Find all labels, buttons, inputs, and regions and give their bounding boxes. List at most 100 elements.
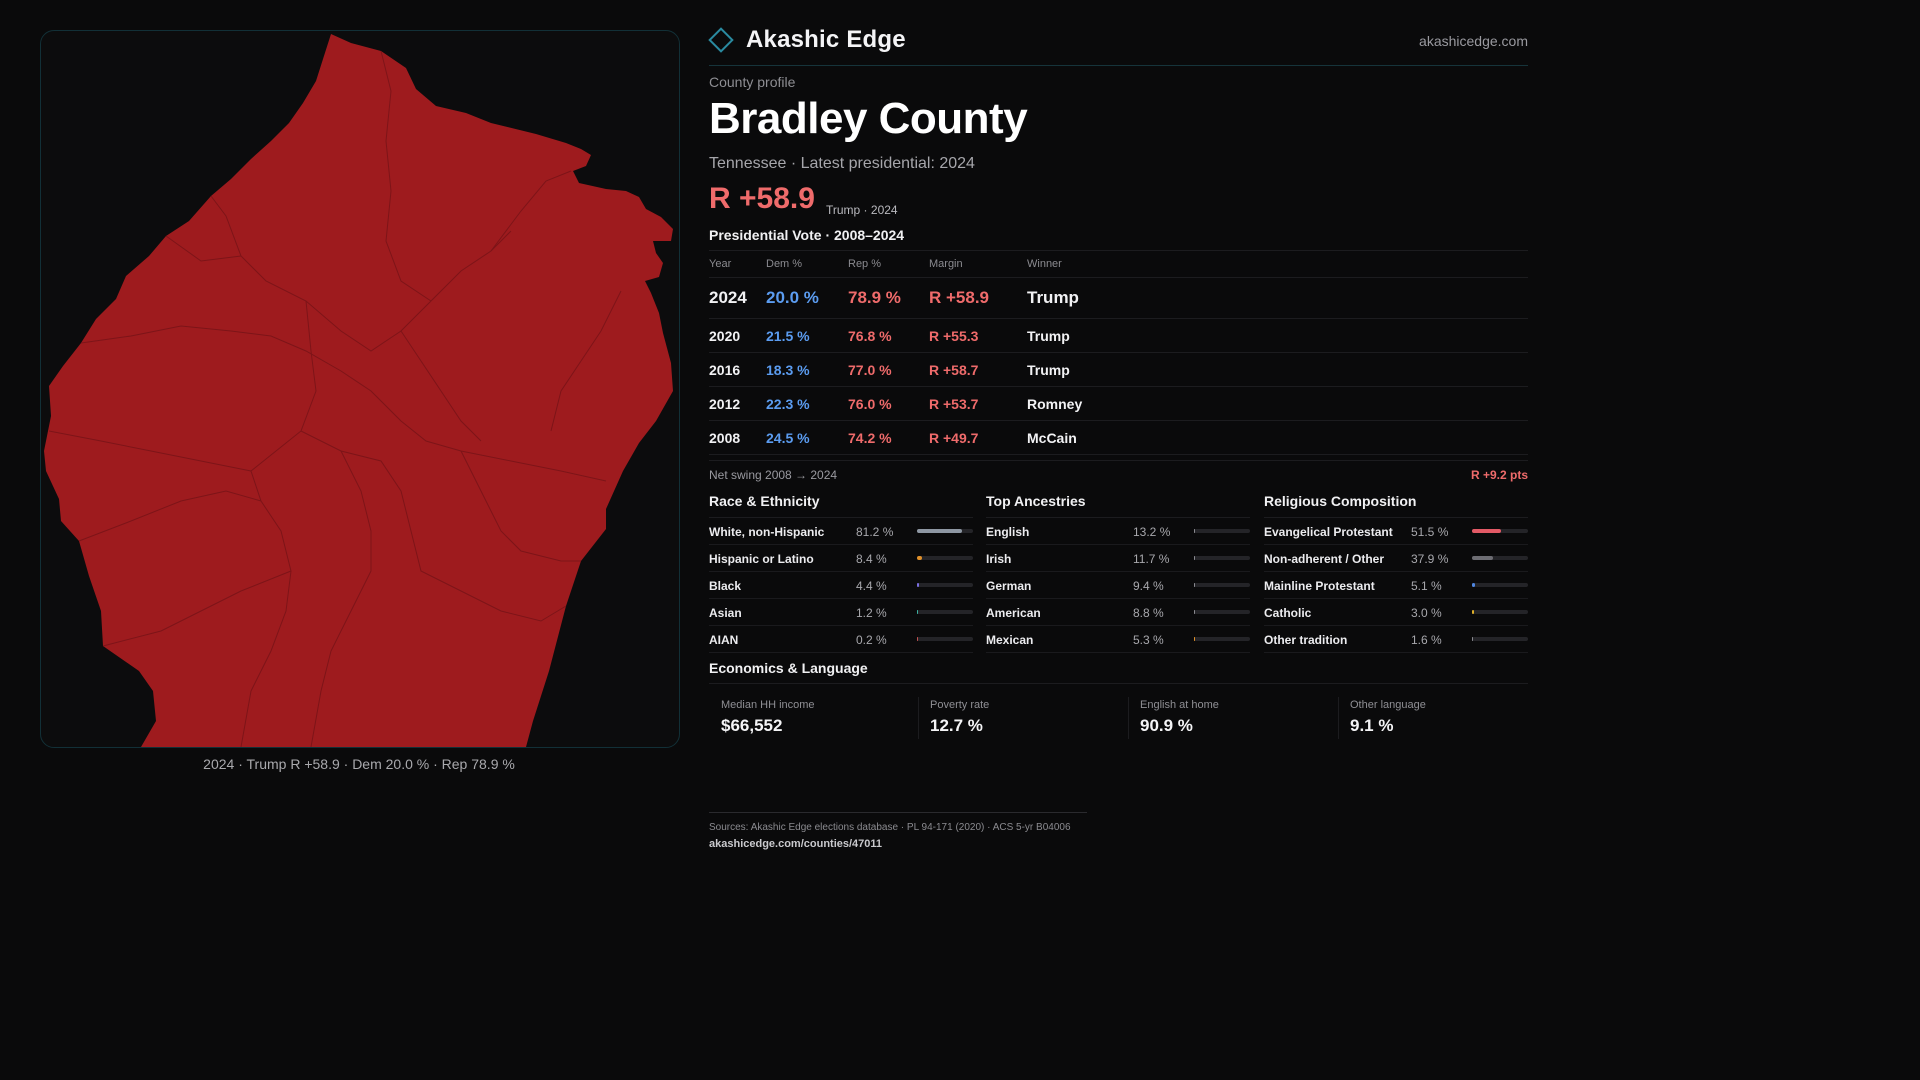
brand-logo[interactable]: Akashic Edge [708, 26, 906, 54]
site-link[interactable]: akashicedge.com [1419, 33, 1528, 49]
bar-fill [1194, 583, 1195, 587]
swing-value: R +9.2 pts [1470, 468, 1528, 482]
religion-pct: 37.9 % [1411, 552, 1449, 566]
table-row: 2012 22.3 % 76.0 % R +53.7 Romney [709, 387, 1528, 421]
footer-divider [709, 812, 1087, 813]
list-item: Irish 11.7 % [986, 545, 1250, 572]
bar-track [917, 583, 973, 587]
row-margin: R +49.7 [929, 429, 979, 446]
ancestry-panel: Top Ancestries English 13.2 % Irish 11.7 %… [986, 493, 1250, 653]
stat-label: Other language [1350, 699, 1426, 711]
stat-label: Median HH income [721, 699, 815, 711]
bar-track [1194, 529, 1250, 533]
religion-pct: 3.0 % [1411, 606, 1442, 620]
race-label: AIAN [709, 633, 739, 647]
bar-fill [1194, 529, 1195, 533]
bar-track [1194, 556, 1250, 560]
ancestry-section-title: Top Ancestries [986, 493, 1086, 509]
bar-fill [917, 583, 920, 587]
race-section-title: Race & Ethnicity [709, 493, 820, 509]
list-item: Catholic 3.0 % [1264, 599, 1528, 626]
list-item: Hispanic or Latino 8.4 % [709, 545, 973, 572]
religion-panel: Religious Composition Evangelical Protes… [1264, 493, 1528, 653]
stat-label: English at home [1140, 699, 1219, 711]
bar-fill [917, 556, 922, 560]
stat-label: Poverty rate [930, 699, 990, 711]
race-label: White, non-Hispanic [709, 525, 825, 539]
brand-name: Akashic Edge [746, 26, 906, 53]
bar-track [1194, 610, 1250, 614]
diamond-logo-icon [708, 27, 734, 53]
row-rep: 77.0 % [848, 361, 892, 378]
row-year: 2012 [709, 395, 741, 412]
table-row: 2008 24.5 % 74.2 % R +49.7 McCain [709, 421, 1528, 455]
bar-fill [1472, 583, 1475, 587]
bar-track [1472, 583, 1528, 587]
ancestry-label: Mexican [986, 633, 1034, 647]
bar-fill [1472, 637, 1473, 641]
ancestry-label: German [986, 579, 1032, 593]
row-winner: McCain [1027, 429, 1077, 446]
row-dem: 18.3 % [766, 361, 810, 378]
bar-fill [1472, 610, 1474, 614]
list-item: White, non-Hispanic 81.2 % [709, 518, 973, 545]
section-divider [709, 683, 1528, 684]
stat-value: 90.9 % [1140, 716, 1193, 735]
bar-track [917, 529, 973, 533]
bar-track [1194, 637, 1250, 641]
bar-track [1472, 529, 1528, 533]
list-item: Black 4.4 % [709, 572, 973, 599]
section-divider [709, 517, 973, 518]
ancestry-label: American [986, 606, 1041, 620]
ancestry-pct: 5.3 % [1133, 633, 1164, 647]
headline-note: Trump · 2024 [826, 203, 898, 217]
row-margin: R +53.7 [929, 395, 979, 412]
swing-label: Net swing 2008 → 2024 [709, 468, 838, 482]
list-item: Other tradition 1.6 % [1264, 626, 1528, 653]
county-subtitle: Tennessee · Latest presidential: 2024 [709, 155, 975, 172]
bar-track [1472, 556, 1528, 560]
bar-fill [917, 529, 963, 533]
row-rep: 76.8 % [848, 327, 892, 344]
vote-section-title: Presidential Vote · 2008–2024 [709, 227, 905, 243]
county-shape[interactable] [44, 34, 673, 747]
race-pct: 0.2 % [856, 633, 887, 647]
race-label: Asian [709, 606, 742, 620]
county-map-panel [40, 30, 680, 748]
bar-track [1472, 610, 1528, 614]
footer-url[interactable]: akashicedge.com/counties/47011 [709, 838, 883, 850]
row-year: 2016 [709, 361, 741, 378]
religion-pct: 51.5 % [1411, 525, 1449, 539]
bar-fill [1472, 556, 1494, 560]
row-margin: R +58.7 [929, 361, 979, 378]
religion-label: Mainline Protestant [1264, 579, 1375, 593]
race-label: Black [709, 579, 742, 593]
table-row: 2020 21.5 % 76.8 % R +55.3 Trump [709, 319, 1528, 353]
row-dem: 21.5 % [766, 327, 810, 344]
race-ethnicity-panel: Race & Ethnicity White, non-Hispanic 81.2… [709, 493, 973, 653]
row-winner: Romney [1027, 395, 1083, 412]
economics-section-title: Economics & Language [709, 660, 868, 676]
bar-track [1194, 583, 1250, 587]
race-pct: 4.4 % [856, 579, 887, 593]
ancestry-pct: 11.7 % [1133, 552, 1170, 566]
row-margin: R +58.9 [929, 288, 990, 307]
race-pct: 81.2 % [856, 525, 894, 539]
row-rep: 74.2 % [848, 429, 892, 446]
list-item: German 9.4 % [986, 572, 1250, 599]
list-item: Non-adherent / Other 37.9 % [1264, 545, 1528, 572]
page-title: Bradley County [709, 94, 1028, 143]
stat-value: 9.1 % [1350, 716, 1394, 735]
list-item: Mainline Protestant 5.1 % [1264, 572, 1528, 599]
row-rep: 78.9 % [848, 288, 901, 307]
table-row: 2024 20.0 % 78.9 % R +58.9 Trump [709, 278, 1528, 319]
row-margin: R +55.3 [929, 327, 979, 344]
county-map[interactable] [41, 31, 679, 747]
list-item: Asian 1.2 % [709, 599, 973, 626]
ancestry-pct: 8.8 % [1133, 606, 1164, 620]
section-divider [1264, 517, 1528, 518]
list-item: Mexican 5.3 % [986, 626, 1250, 653]
map-caption: 2024 · Trump R +58.9 · Dem 20.0 % · Rep … [203, 756, 515, 772]
row-year: 2024 [709, 288, 747, 307]
bar-fill [1194, 610, 1195, 614]
